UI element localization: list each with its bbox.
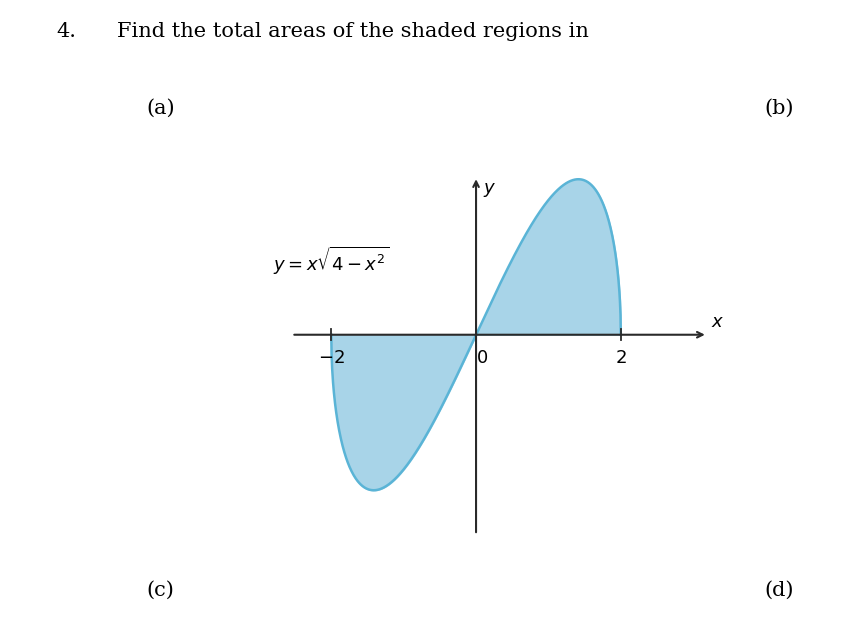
Text: $2$: $2$ — [615, 349, 627, 367]
Text: (c): (c) — [147, 581, 174, 600]
Text: $y$: $y$ — [483, 181, 496, 199]
Text: (b): (b) — [765, 98, 794, 117]
Text: (d): (d) — [765, 581, 794, 600]
Text: $-2$: $-2$ — [318, 349, 344, 367]
Text: $y = x\sqrt{4 - x^2}$: $y = x\sqrt{4 - x^2}$ — [274, 245, 389, 277]
Text: 4.: 4. — [56, 22, 76, 41]
Text: $0$: $0$ — [476, 349, 488, 367]
Text: Find the total areas of the shaded regions in: Find the total areas of the shaded regio… — [117, 22, 589, 41]
Text: $x$: $x$ — [711, 313, 725, 331]
Text: (a): (a) — [147, 98, 175, 117]
